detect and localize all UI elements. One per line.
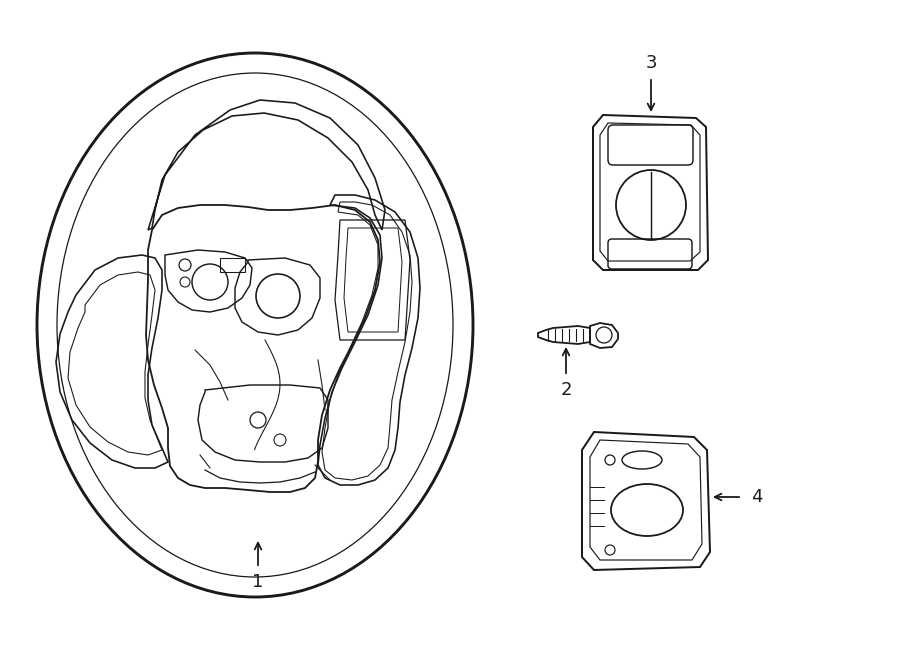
Text: 3: 3 [645, 54, 657, 72]
Text: 1: 1 [252, 573, 264, 591]
Text: 4: 4 [752, 488, 763, 506]
Text: 2: 2 [560, 381, 572, 399]
